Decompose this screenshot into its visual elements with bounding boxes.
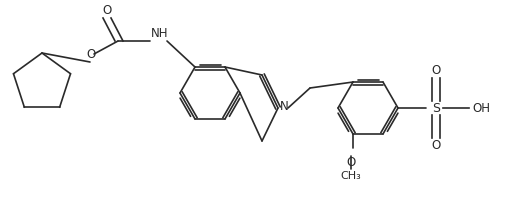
Text: N: N — [280, 101, 289, 114]
Text: O: O — [86, 48, 96, 61]
Text: O: O — [346, 156, 356, 169]
Text: O: O — [431, 139, 441, 152]
Text: S: S — [432, 102, 440, 115]
Text: CH₃: CH₃ — [341, 171, 362, 181]
Text: OH: OH — [472, 102, 490, 115]
Text: O: O — [102, 4, 111, 17]
Text: NH: NH — [151, 27, 168, 40]
Text: O: O — [431, 64, 441, 77]
